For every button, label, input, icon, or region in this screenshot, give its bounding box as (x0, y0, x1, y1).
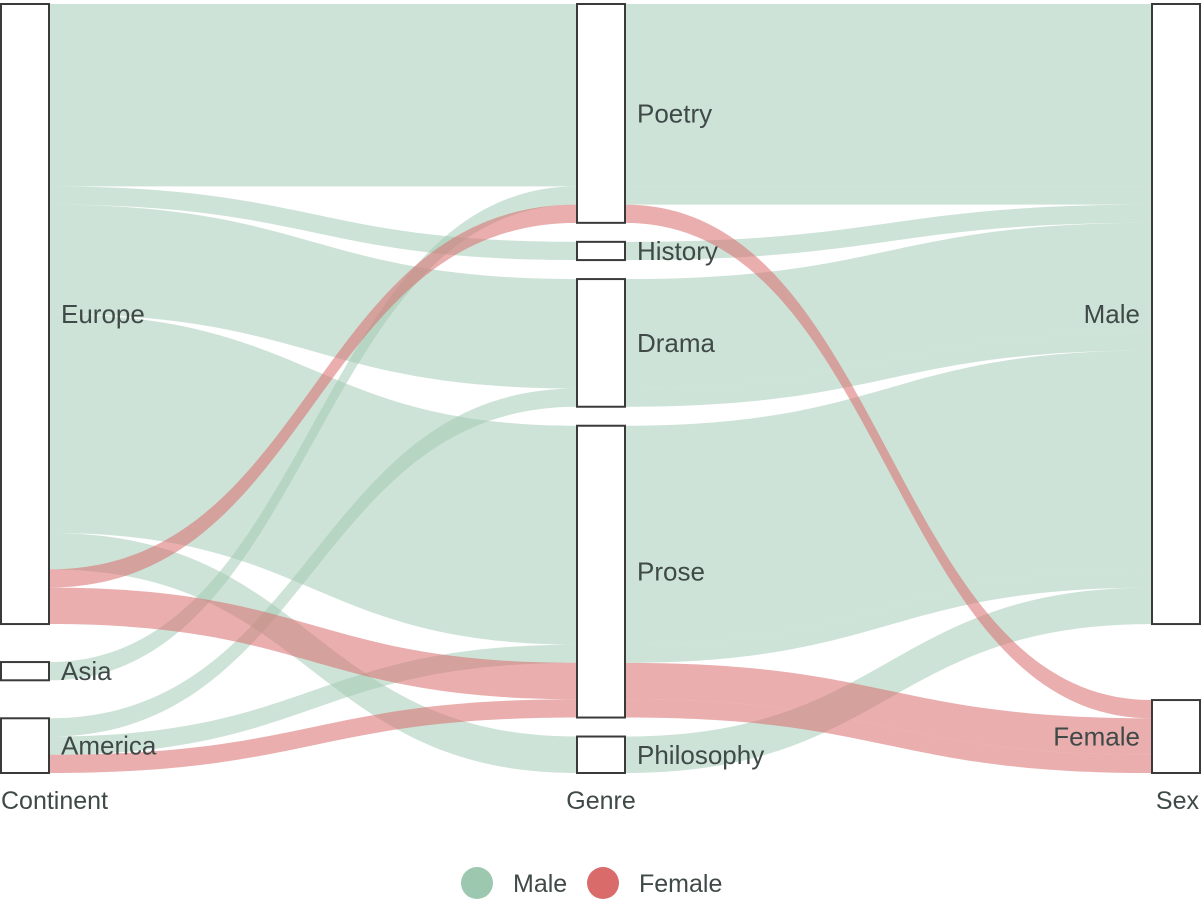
flow-poetry-to-male-male (625, 4, 1152, 187)
node-continent-america (0, 717, 50, 775)
flow-europe-to-prose-female (49, 587, 577, 700)
flow-europe-to-poetry-female (49, 204, 577, 588)
flow-europe-to-poetry-male (49, 4, 577, 187)
legend-swatch-male (461, 867, 493, 899)
node-sex-female (1151, 699, 1201, 774)
node-label-drama: Drama (637, 328, 716, 358)
node-continent-asia (0, 661, 50, 682)
flow-poetry-to-female-female (625, 204, 1152, 719)
node-label-europe: Europe (61, 299, 145, 329)
flow-europe-to-prose-male (49, 314, 577, 645)
node-genre-history (576, 240, 626, 262)
flow-history-to-male-male (625, 204, 1152, 261)
flow-america-to-drama-male (49, 388, 577, 737)
legend-label-male: Male (513, 870, 567, 898)
node-genre-prose (576, 424, 626, 719)
node-label-poetry: Poetry (637, 98, 712, 128)
node-label-prose: Prose (637, 557, 705, 587)
axis-label-continent: Continent (1, 787, 108, 815)
node-label-male: Male (1084, 299, 1140, 329)
axis-labels: Continent Genre Sex (1, 787, 1199, 815)
node-label-philosophy: Philosophy (637, 740, 764, 770)
axis-label-genre: Genre (566, 787, 635, 815)
flow-prose-to-female-female (625, 662, 1152, 755)
flow-philosophy-to-male-male (625, 587, 1152, 773)
flow-prose-to-female-female (625, 699, 1152, 773)
node-genre-drama (576, 278, 626, 408)
flow-america-to-prose-female (49, 699, 577, 773)
node-label-america: America (61, 731, 157, 761)
flow-drama-to-male-male (625, 222, 1152, 389)
node-sex-male (1151, 3, 1201, 626)
flow-prose-to-male-male (625, 569, 1152, 663)
node-genre-poetry (576, 3, 626, 224)
node-label-female: Female (1053, 722, 1140, 752)
legend: Male Female (461, 867, 722, 899)
flow-europe-to-drama-male (49, 204, 577, 389)
axis-label-sex: Sex (1156, 787, 1200, 815)
node-genre-philosophy (576, 735, 626, 774)
node-label-asia: Asia (61, 656, 112, 686)
flows-layer (49, 4, 1152, 773)
flow-asia-to-poetry-male (49, 186, 577, 681)
legend-label-female: Female (639, 870, 722, 898)
nodes-layer: Europe Asia America Poetry History Drama Prose… (0, 3, 1201, 775)
flow-poetry-to-male-male (625, 186, 1152, 205)
node-label-history: History (637, 236, 718, 266)
flow-prose-to-male-male (625, 350, 1152, 645)
legend-swatch-female (587, 867, 619, 899)
node-continent-europe (0, 3, 50, 626)
flow-drama-to-male-male (625, 332, 1152, 407)
